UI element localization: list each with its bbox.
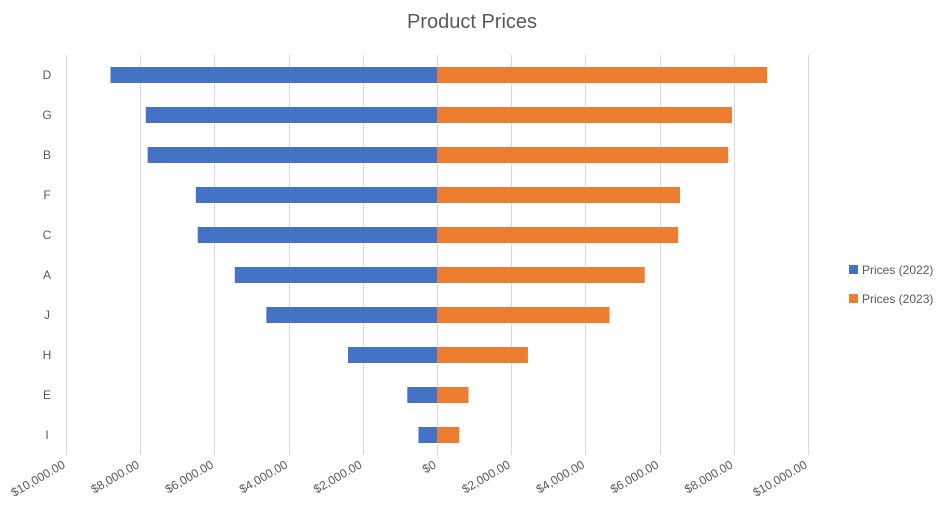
- category-label: J: [44, 308, 50, 322]
- legend-label: Prices (2023): [862, 292, 933, 306]
- bar-prices-2022-f: [195, 187, 437, 203]
- x-tick-label: $10,000.00: [8, 457, 67, 499]
- x-tick-label: $4,000.00: [237, 457, 291, 496]
- bar-prices-2022-i: [418, 427, 437, 443]
- category-labels: D G B F C A J H E I: [42, 68, 51, 442]
- bar-prices-2022-b: [147, 147, 437, 163]
- legend-swatch: [849, 265, 858, 274]
- bar-prices-2023-c: [437, 227, 679, 243]
- x-tick-label: $4,000.00: [534, 457, 588, 496]
- bar-prices-2022-g: [145, 107, 437, 123]
- x-tick-label: $0: [420, 457, 439, 476]
- x-tick-label: $8,000.00: [88, 457, 142, 496]
- x-tick-label: $6,000.00: [608, 457, 662, 496]
- category-label: B: [43, 148, 51, 162]
- category-label: I: [45, 428, 48, 442]
- bar-prices-2023-g: [437, 107, 732, 123]
- bar-prices-2022-h: [347, 347, 437, 363]
- bar-prices-2023-d: [437, 67, 768, 83]
- x-tick-label: $10,000.00: [750, 457, 809, 499]
- bar-prices-2022-c: [197, 227, 437, 243]
- bar-prices-2023-h: [437, 347, 528, 363]
- category-label: E: [43, 388, 51, 402]
- category-label: F: [43, 188, 50, 202]
- x-tick-label: $8,000.00: [682, 457, 736, 496]
- bar-prices-2022-j: [266, 307, 437, 323]
- bar-prices-2023-j: [437, 307, 610, 323]
- bar-prices-2022-a: [234, 267, 437, 283]
- bar-prices-2023-a: [437, 267, 645, 283]
- bar-prices-2022-d: [110, 67, 438, 83]
- legend: Prices (2022) Prices (2023): [849, 263, 933, 306]
- chart-title: Product Prices: [407, 11, 537, 33]
- category-label: A: [43, 268, 51, 282]
- legend-label: Prices (2022): [862, 263, 933, 277]
- bar-prices-2023-f: [437, 187, 681, 203]
- legend-swatch: [849, 294, 858, 303]
- bar-prices-2023-i: [437, 427, 460, 443]
- x-axis-tick-labels: $10,000.00 $8,000.00 $6,000.00 $4,000.00 $2,…: [8, 457, 809, 499]
- x-tick-label: $2,000.00: [311, 457, 365, 496]
- category-label: D: [43, 68, 52, 82]
- bar-prices-2023-b: [437, 147, 729, 163]
- category-label: G: [42, 108, 51, 122]
- category-label: C: [43, 228, 52, 242]
- bars: [110, 67, 768, 443]
- bar-prices-2022-e: [407, 387, 437, 403]
- bar-prices-2023-e: [437, 387, 469, 403]
- x-tick-label: $2,000.00: [459, 457, 513, 496]
- x-tick-label: $6,000.00: [163, 457, 217, 496]
- category-label: H: [43, 348, 52, 362]
